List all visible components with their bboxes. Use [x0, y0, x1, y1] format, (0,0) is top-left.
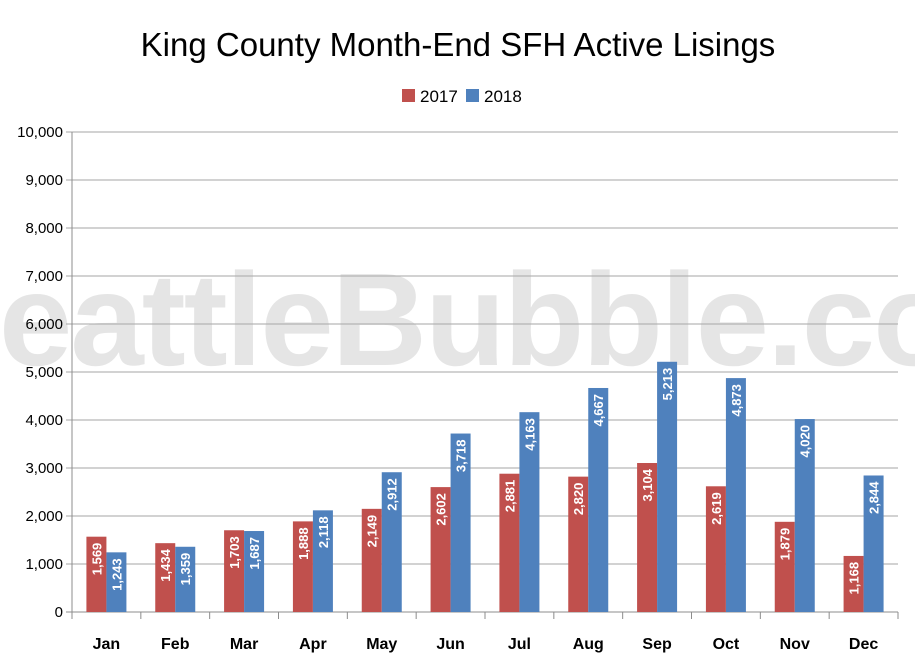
data-label: 1,359 [178, 553, 193, 586]
y-tick-label: 10,000 [17, 124, 63, 141]
bar-2017-apr [292, 521, 313, 612]
legend: 2017 2018 [402, 87, 522, 106]
data-label: 3,718 [454, 440, 469, 473]
x-tick-label: Dec [849, 636, 878, 653]
y-tick-label: 3,000 [25, 460, 63, 477]
bar-2018-aug [588, 387, 609, 612]
x-tick-label: Feb [161, 636, 190, 653]
bar-2017-may [361, 508, 382, 612]
data-label: 1,687 [247, 537, 262, 570]
y-tick-label: 8,000 [25, 220, 63, 237]
data-label: 1,703 [227, 536, 242, 569]
data-label: 4,163 [522, 418, 537, 451]
bar-2018-oct [725, 378, 746, 612]
data-label: 1,434 [158, 548, 173, 581]
y-tick-label: 9,000 [25, 172, 63, 189]
bar-2018-mar [244, 531, 265, 612]
x-tick-label: Oct [713, 636, 740, 653]
bar-2017-nov [774, 521, 795, 612]
bar-2018-may [381, 472, 402, 612]
x-tick-label: Jan [93, 636, 121, 653]
bar-2018-sep [657, 361, 678, 612]
x-tick-label: Nov [780, 636, 810, 653]
x-tick-label: Aug [573, 636, 604, 653]
data-label: 1,243 [109, 558, 124, 591]
data-label: 5,213 [660, 368, 675, 401]
data-label: 1,168 [847, 562, 862, 595]
data-label: 2,118 [316, 516, 331, 548]
data-label: 4,667 [591, 394, 606, 427]
bar-2017-jun [430, 487, 451, 612]
watermark-text: SeattleBubble.com [0, 246, 915, 393]
bar-2018-jul [519, 412, 540, 612]
bar-2018-apr [312, 510, 333, 612]
data-label: 3,104 [640, 468, 655, 501]
bar-2018-nov [794, 419, 815, 612]
data-label: 1,569 [89, 543, 104, 576]
y-tick-label: 2,000 [25, 508, 63, 525]
y-tick-label: 1,000 [25, 556, 63, 573]
data-label: 2,149 [365, 515, 380, 548]
x-tick-label: May [366, 636, 397, 653]
bar-2017-jul [499, 473, 520, 612]
legend-label: 2018 [484, 87, 522, 106]
x-tick-label: Mar [230, 636, 258, 653]
data-label: 2,881 [502, 480, 517, 513]
bar-2017-feb [155, 543, 176, 612]
data-label: 1,879 [778, 528, 793, 561]
x-tick-label: Jul [508, 636, 531, 653]
data-label: 4,873 [729, 384, 744, 417]
y-tick-label: 4,000 [25, 412, 63, 429]
y-tick-label: 6,000 [25, 316, 63, 333]
data-label: 2,619 [709, 492, 724, 525]
legend-swatch [466, 89, 479, 102]
y-tick-label: 7,000 [25, 268, 63, 285]
data-label: 2,844 [867, 481, 882, 514]
grid-lines [66, 131, 898, 613]
x-tick-label: Apr [299, 636, 327, 653]
data-label: 2,820 [571, 483, 586, 516]
x-axis: Jan Feb Mar Apr May Jun Jul Aug Sep Oct Nov Dec [71, 612, 899, 653]
y-axis: 0 1,000 2,000 3,000 4,000 5,000 6,000 7,000 8,00… [17, 124, 73, 621]
y-tick-label: 5,000 [25, 364, 63, 381]
legend-label: 2017 [420, 87, 458, 106]
data-label: 4,020 [798, 425, 813, 458]
bar-2018-feb [175, 546, 196, 612]
bar-2017-aug [568, 476, 589, 612]
data-label: 1,888 [296, 527, 311, 560]
bar-2017-mar [224, 530, 245, 612]
bar-2017-dec [843, 555, 864, 612]
legend-swatch [402, 89, 415, 102]
bar-2018-jun [450, 433, 471, 612]
data-label: 2,912 [385, 478, 400, 511]
bars: 1,569 1,243 1,434 1,359 1,703 1,687 1,888 2,118… [86, 361, 884, 612]
chart-title: King County Month-End SFH Active Lisings [141, 26, 776, 63]
bar-2017-sep [637, 463, 658, 612]
bar-2017-jan [86, 536, 107, 612]
bar-2018-dec [863, 475, 884, 612]
bar-2018-jan [106, 552, 127, 612]
x-tick-label: Sep [642, 636, 672, 653]
bar-2017-oct [705, 486, 726, 612]
y-tick-label: 0 [55, 604, 63, 621]
x-tick-label: Jun [436, 636, 464, 653]
data-label: 2,602 [434, 493, 449, 526]
